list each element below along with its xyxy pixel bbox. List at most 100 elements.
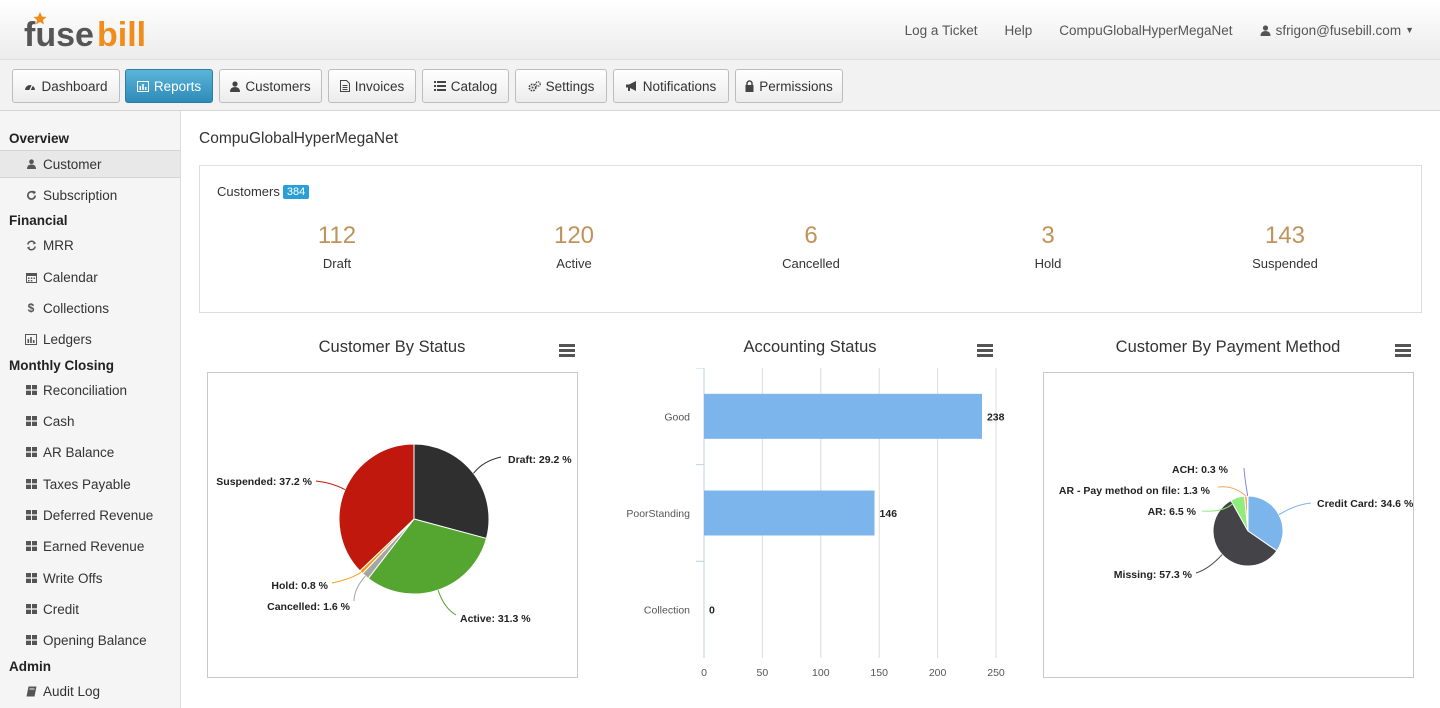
- payment-slice-ach[interactable]: [1246, 495, 1249, 532]
- book-icon: [25, 686, 37, 697]
- nav-customers-button[interactable]: Customers: [219, 69, 322, 103]
- payment-connector-ar-pay-method-on-file: [1217, 486, 1247, 497]
- stat-label: Suspended: [1252, 256, 1318, 271]
- sidebar-item-customer[interactable]: Customer: [0, 150, 180, 178]
- stat-value: 112: [317, 222, 357, 249]
- customers-panel-title: Customers 384: [217, 184, 310, 199]
- status-slice-draft[interactable]: [413, 443, 490, 540]
- file-icon: [339, 80, 350, 92]
- help-link[interactable]: Help: [1004, 22, 1033, 38]
- sidebar-item-taxes-payable[interactable]: Taxes Payable: [0, 470, 180, 498]
- stat-draft[interactable]: 112 Draft: [257, 222, 417, 271]
- nav-notifications-button[interactable]: Notifications: [613, 69, 729, 103]
- stat-cancelled[interactable]: 6 Cancelled: [731, 222, 891, 271]
- bar-x-tick-label: 50: [757, 667, 769, 679]
- fusebill-logo[interactable]: fuse bill: [22, 12, 162, 52]
- status-connector-draft: [473, 456, 502, 474]
- sidebar-heading-admin: Admin: [9, 659, 51, 674]
- chart-menu-icon[interactable]: [977, 344, 993, 357]
- sidebar-item-opening-balance[interactable]: Opening Balance: [0, 626, 180, 654]
- nav-reports-label: Reports: [153, 78, 202, 94]
- nav-invoices-button[interactable]: Invoices: [328, 69, 416, 103]
- stat-value: 3: [1041, 222, 1055, 249]
- bar-good[interactable]: [704, 393, 982, 439]
- bar-x-tick-label: 250: [987, 667, 1005, 679]
- sidebar-item-reconciliation[interactable]: Reconciliation: [0, 376, 180, 404]
- bar-poorstanding[interactable]: [704, 490, 875, 536]
- nav-notifications-label: Notifications: [642, 78, 717, 94]
- sync-icon: [25, 240, 37, 251]
- logo-text-bill: bill: [97, 16, 146, 52]
- chart-customer-status: Draft: 29.2 % Active: 31.3 % Cancelled: 1.…: [207, 372, 578, 678]
- user-menu[interactable]: sfrigon@fusebill.com ▼: [1260, 23, 1414, 38]
- top-links: Log a Ticket Help CompuGlobalHyperMegaNe…: [878, 0, 1414, 60]
- sidebar-item-ledgers[interactable]: Ledgers: [0, 325, 180, 353]
- sidebar-item-ar-balance[interactable]: AR Balance: [0, 438, 180, 466]
- status-label-active: Active: 31.3 %: [460, 613, 531, 625]
- pie-chart-payment-method[interactable]: Credit Card: 34.6 % Missing: 57.3 % AR: 6.…: [1044, 373, 1414, 677]
- sidebar-item-calendar[interactable]: Calendar: [0, 263, 180, 291]
- stat-label: Draft: [322, 256, 352, 271]
- customers-count-badge: 384: [282, 184, 310, 199]
- payment-label-ar: AR: 6.5 %: [1148, 506, 1197, 518]
- stat-value: 143: [1264, 222, 1306, 249]
- bar-x-tick-label: 0: [701, 667, 707, 679]
- status-label-suspended: Suspended: 37.2 %: [216, 476, 312, 488]
- log-ticket-link[interactable]: Log a Ticket: [904, 22, 978, 38]
- nav-customers-label: Customers: [245, 78, 311, 94]
- chart-menu-icon[interactable]: [559, 344, 575, 357]
- status-label-hold: Hold: 0.8 %: [271, 580, 328, 592]
- sidebar-item-deferred-revenue[interactable]: Deferred Revenue: [0, 501, 180, 529]
- gears-icon: [528, 80, 541, 92]
- stat-value: 120: [553, 222, 595, 249]
- sidebar-item-collections[interactable]: $ Collections: [0, 294, 180, 322]
- sidebar-item-mrr[interactable]: MRR: [0, 231, 180, 259]
- stat-suspended[interactable]: 143 Suspended: [1205, 222, 1365, 271]
- sidebar-item-label: Customer: [43, 156, 102, 172]
- refresh-icon: [25, 189, 37, 201]
- status-connector-hold: [331, 571, 362, 584]
- lock-icon: [745, 80, 754, 92]
- sidebar-item-label: Calendar: [43, 269, 98, 285]
- stat-hold[interactable]: 3 Hold: [968, 222, 1128, 271]
- user-icon: [25, 159, 37, 169]
- nav-catalog-label: Catalog: [450, 78, 498, 94]
- sidebar-item-label: Collections: [43, 300, 110, 316]
- th-large-icon: [25, 573, 37, 583]
- page-title: CompuGlobalHyperMegaNet: [199, 130, 399, 147]
- logo-star-icon: [33, 12, 47, 25]
- stat-active[interactable]: 120 Active: [494, 222, 654, 271]
- sidebar-item-audit-log[interactable]: Audit Log: [0, 677, 180, 705]
- nav-settings-label: Settings: [545, 78, 595, 94]
- bar-chart-accounting-status[interactable]: 0 50 100 150 200 250 Good 238 PoorStanding 146 Col…: [610, 368, 1010, 684]
- nav-dashboard-label: Dashboard: [41, 78, 108, 94]
- status-connector-cancelled: [353, 575, 366, 602]
- nav-settings-button[interactable]: Settings: [515, 69, 607, 103]
- nav-permissions-button[interactable]: Permissions: [735, 69, 843, 103]
- bullhorn-icon: [625, 81, 638, 91]
- bar-value-label: 146: [880, 508, 898, 520]
- sidebar-item-subscription[interactable]: Subscription: [0, 181, 180, 209]
- sidebar-item-label: Audit Log: [43, 683, 101, 699]
- sidebar-item-cash[interactable]: Cash: [0, 407, 180, 435]
- nav-permissions-label: Permissions: [759, 78, 833, 94]
- status-label-cancelled: Cancelled: 1.6 %: [267, 601, 351, 613]
- sidebar-item-credit[interactable]: Credit: [0, 595, 180, 623]
- status-slice-active[interactable]: [367, 518, 488, 595]
- nav-reports-button[interactable]: Reports: [125, 69, 213, 103]
- nav-dashboard-button[interactable]: Dashboard: [12, 69, 120, 103]
- chart-title-accounting-status: Accounting Status: [743, 338, 877, 356]
- main-nav: Dashboard Reports Customers Invoices Cat…: [0, 60, 1440, 111]
- sidebar-item-earned-revenue[interactable]: Earned Revenue: [0, 532, 180, 560]
- status-slice-suspended[interactable]: [338, 443, 415, 572]
- bar-x-tick-label: 150: [870, 667, 888, 679]
- customers-summary-panel: Customers 384 112 Draft 120 Active 6 Can…: [199, 165, 1422, 313]
- pie-chart-customer-status[interactable]: Draft: 29.2 % Active: 31.3 % Cancelled: 1.…: [208, 373, 577, 677]
- sidebar-item-label: Opening Balance: [43, 632, 147, 648]
- sidebar-item-write-offs[interactable]: Write Offs: [0, 564, 180, 592]
- logo-text-fuse: fuse: [24, 16, 94, 52]
- company-link[interactable]: CompuGlobalHyperMegaNet: [1059, 22, 1233, 38]
- user-icon: [230, 80, 241, 92]
- nav-catalog-button[interactable]: Catalog: [422, 69, 509, 103]
- chart-menu-icon[interactable]: [1395, 344, 1411, 357]
